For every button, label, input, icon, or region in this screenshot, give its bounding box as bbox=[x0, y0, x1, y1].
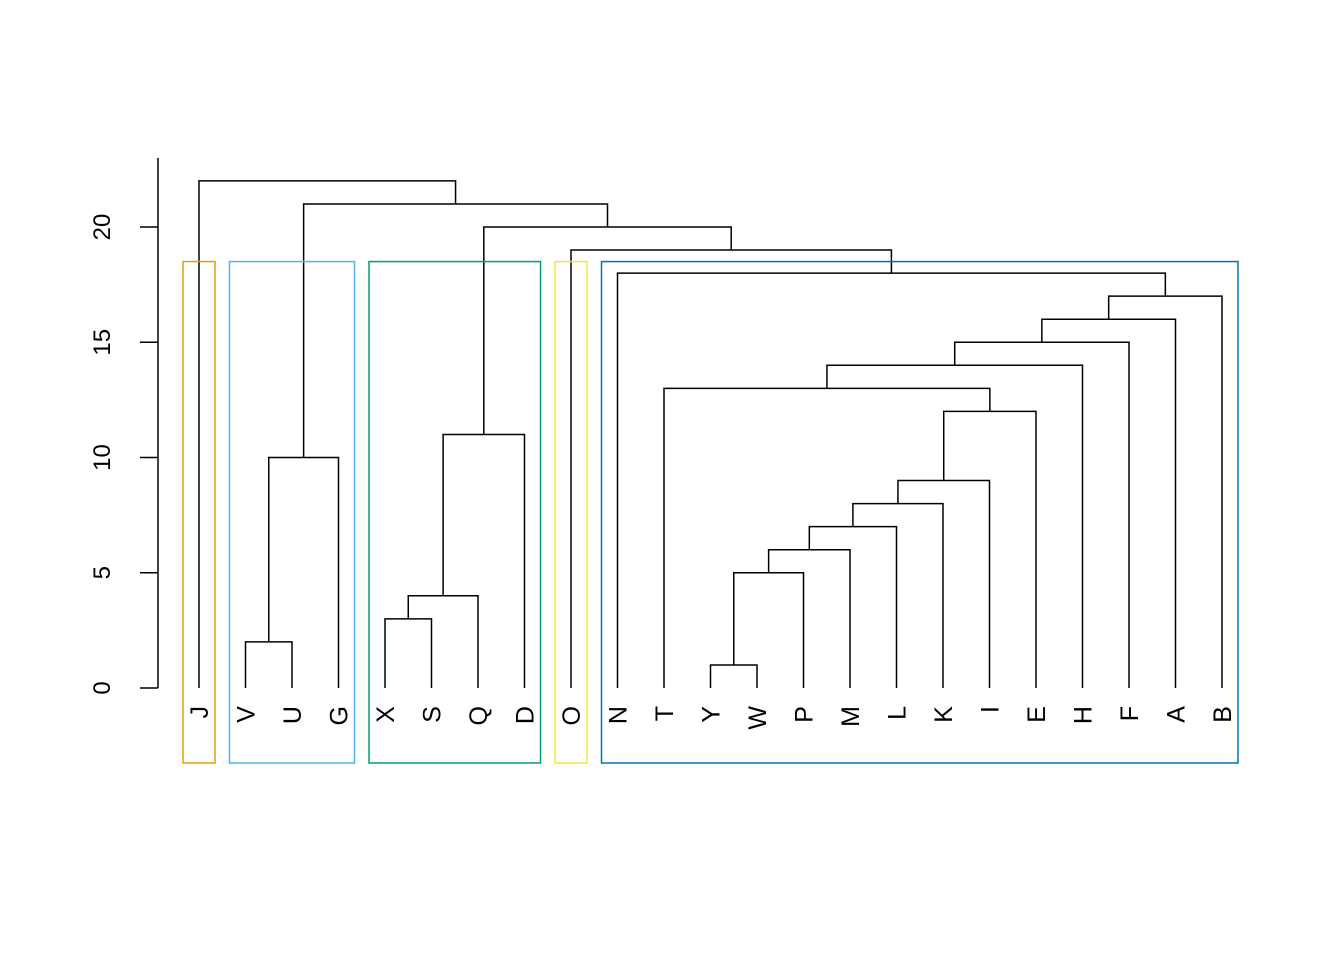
merge-link bbox=[767, 548, 851, 688]
merge-link bbox=[1041, 318, 1177, 688]
leaf-label: B bbox=[1209, 706, 1237, 723]
leaf-label: M bbox=[837, 706, 865, 727]
y-tick-label: 5 bbox=[89, 566, 116, 579]
merge-link bbox=[733, 572, 805, 688]
merge-link bbox=[709, 664, 758, 688]
leaf-label: I bbox=[977, 706, 1005, 713]
leaf-label: D bbox=[512, 706, 540, 724]
merge-link bbox=[483, 226, 732, 435]
leaf-label: P bbox=[791, 706, 819, 723]
merge-link bbox=[570, 249, 893, 688]
merge-link bbox=[442, 433, 526, 688]
leaf-label: E bbox=[1023, 706, 1051, 723]
leaf-label: Y bbox=[698, 706, 726, 723]
leaf-label: W bbox=[744, 706, 772, 730]
merge-link bbox=[198, 180, 457, 688]
dendrogram-tree bbox=[198, 180, 1223, 688]
leaf-label: A bbox=[1163, 706, 1191, 723]
leaf-label: J bbox=[186, 706, 214, 719]
merge-link bbox=[852, 502, 944, 688]
leaf-label: U bbox=[279, 706, 307, 724]
merge-link bbox=[268, 456, 340, 688]
cluster-rect bbox=[600, 260, 1239, 764]
cluster-rects bbox=[182, 260, 1239, 764]
cluster-rect bbox=[182, 260, 216, 764]
leaf-label: N bbox=[605, 706, 633, 724]
leaf-label: H bbox=[1070, 706, 1098, 724]
leaf-label: X bbox=[372, 706, 400, 723]
leaf-label: F bbox=[1116, 706, 1144, 721]
y-tick-label: 20 bbox=[89, 214, 116, 241]
y-tick-label: 10 bbox=[89, 444, 116, 471]
leaf-label: K bbox=[930, 706, 958, 723]
merge-link bbox=[302, 203, 609, 458]
leaf-label: O bbox=[558, 706, 586, 725]
leaf-label: G bbox=[326, 706, 354, 725]
cluster-rect bbox=[228, 260, 356, 764]
merge-link bbox=[1107, 295, 1223, 688]
merge-link bbox=[407, 595, 479, 688]
y-axis: 0 5 10 15 20 bbox=[89, 157, 159, 695]
merge-link bbox=[663, 387, 991, 688]
cluster-rect bbox=[368, 260, 542, 764]
leaf-label: T bbox=[651, 706, 679, 721]
leaf-label: Q bbox=[465, 706, 493, 725]
leaf-label: V bbox=[233, 706, 261, 723]
leaf-label: S bbox=[419, 706, 447, 723]
merge-link bbox=[808, 525, 898, 688]
merge-link bbox=[953, 341, 1130, 688]
cluster-rect bbox=[554, 260, 588, 764]
merge-link bbox=[384, 618, 433, 688]
y-tick-label: 15 bbox=[89, 329, 116, 356]
y-tick-label: 0 bbox=[89, 681, 116, 694]
leaf-label: L bbox=[884, 706, 912, 720]
merge-link bbox=[244, 641, 293, 688]
